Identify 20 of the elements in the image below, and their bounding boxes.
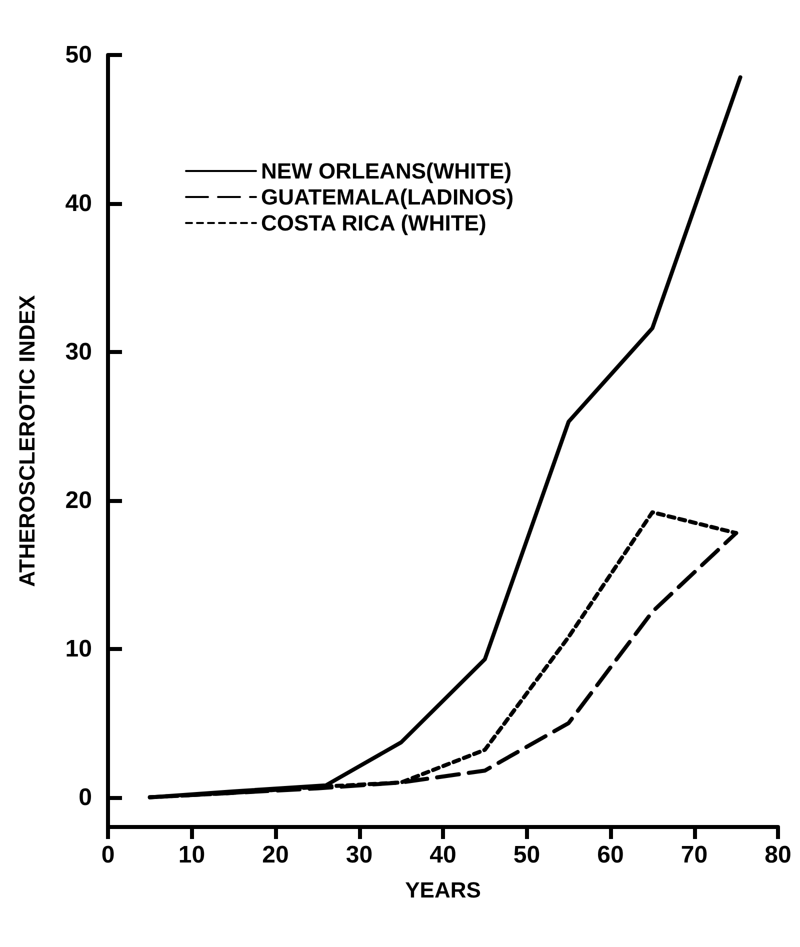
x-tick-label: 0 <box>101 842 115 868</box>
x-tick-label: 60 <box>597 842 624 868</box>
y-tick-label: 10 <box>65 635 92 662</box>
y-axis-title: ATHEROSCLEROTIC INDEX <box>14 294 40 587</box>
x-tick-label: 30 <box>346 842 373 868</box>
legend-label: GUATEMALA(LADINOS) <box>261 184 514 210</box>
legend-label: COSTA RICA (WHITE) <box>261 210 486 236</box>
x-tick-label: 80 <box>764 842 792 868</box>
x-tick-label: 40 <box>430 842 456 868</box>
y-tick-label: 0 <box>78 784 92 811</box>
x-axis-title: YEARS <box>405 878 481 902</box>
x-tick-label: 50 <box>513 842 540 868</box>
x-tick-label: 20 <box>262 842 289 868</box>
y-tick-label: 40 <box>65 190 92 217</box>
y-tick-label: 50 <box>65 42 92 68</box>
y-tick-label: 20 <box>65 486 92 514</box>
x-tick-label: 70 <box>680 842 708 868</box>
x-tick-label: 10 <box>178 842 206 868</box>
legend-label: NEW ORLEANS(WHITE) <box>261 158 512 184</box>
y-tick-label: 30 <box>65 338 92 366</box>
